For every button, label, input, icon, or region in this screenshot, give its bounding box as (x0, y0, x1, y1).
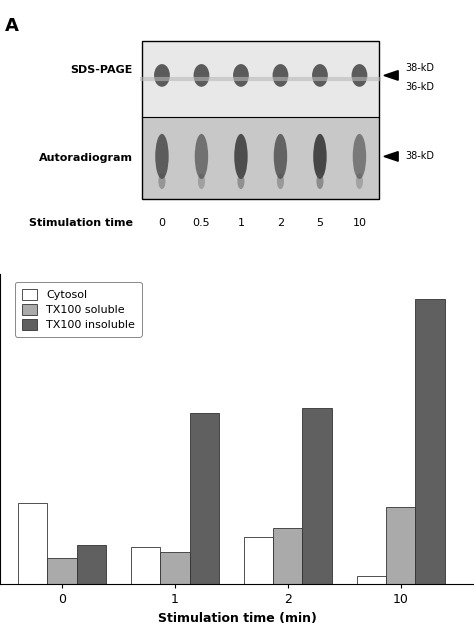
Text: 10: 10 (353, 218, 366, 228)
Bar (244, 537, 273, 584)
Ellipse shape (195, 134, 208, 179)
Bar (160, 552, 190, 584)
Ellipse shape (154, 64, 170, 87)
Text: 38-kD: 38-kD (405, 151, 434, 161)
Text: 1: 1 (237, 218, 245, 228)
Bar (131, 547, 160, 584)
Bar (77, 545, 106, 584)
Ellipse shape (274, 134, 287, 179)
Text: SDS-PAGE: SDS-PAGE (70, 65, 133, 75)
Ellipse shape (198, 173, 205, 189)
Bar (302, 408, 332, 584)
Text: 38-kD: 38-kD (405, 64, 434, 73)
Bar (356, 576, 386, 584)
Text: 5: 5 (317, 218, 323, 228)
Ellipse shape (158, 173, 165, 189)
Bar (142, 41, 379, 117)
Text: 2: 2 (277, 218, 284, 228)
Bar (142, 41, 379, 199)
Bar (18, 504, 47, 584)
Bar (386, 507, 415, 584)
Text: 0.5: 0.5 (192, 218, 210, 228)
Ellipse shape (312, 64, 328, 87)
Bar (142, 117, 379, 199)
Bar (415, 300, 445, 584)
Ellipse shape (356, 173, 363, 189)
Text: 0: 0 (158, 218, 165, 228)
Ellipse shape (233, 64, 249, 87)
Ellipse shape (316, 173, 324, 189)
Ellipse shape (353, 134, 366, 179)
Bar (273, 528, 302, 584)
Text: Autoradiogram: Autoradiogram (39, 153, 133, 163)
Ellipse shape (277, 173, 284, 189)
Polygon shape (384, 70, 398, 80)
Ellipse shape (155, 134, 169, 179)
Polygon shape (384, 152, 398, 161)
Text: 36-kD: 36-kD (405, 83, 434, 92)
Ellipse shape (352, 64, 367, 87)
Legend: Cytosol, TX100 soluble, TX100 insoluble: Cytosol, TX100 soluble, TX100 insoluble (15, 283, 142, 337)
Ellipse shape (273, 64, 288, 87)
Ellipse shape (237, 173, 245, 189)
Text: A: A (5, 18, 18, 36)
Ellipse shape (193, 64, 210, 87)
Text: Stimulation time: Stimulation time (29, 218, 133, 228)
Bar (190, 413, 219, 584)
Bar (47, 558, 77, 584)
Ellipse shape (234, 134, 247, 179)
Ellipse shape (313, 134, 327, 179)
X-axis label: Stimulation time (min): Stimulation time (min) (157, 612, 317, 625)
